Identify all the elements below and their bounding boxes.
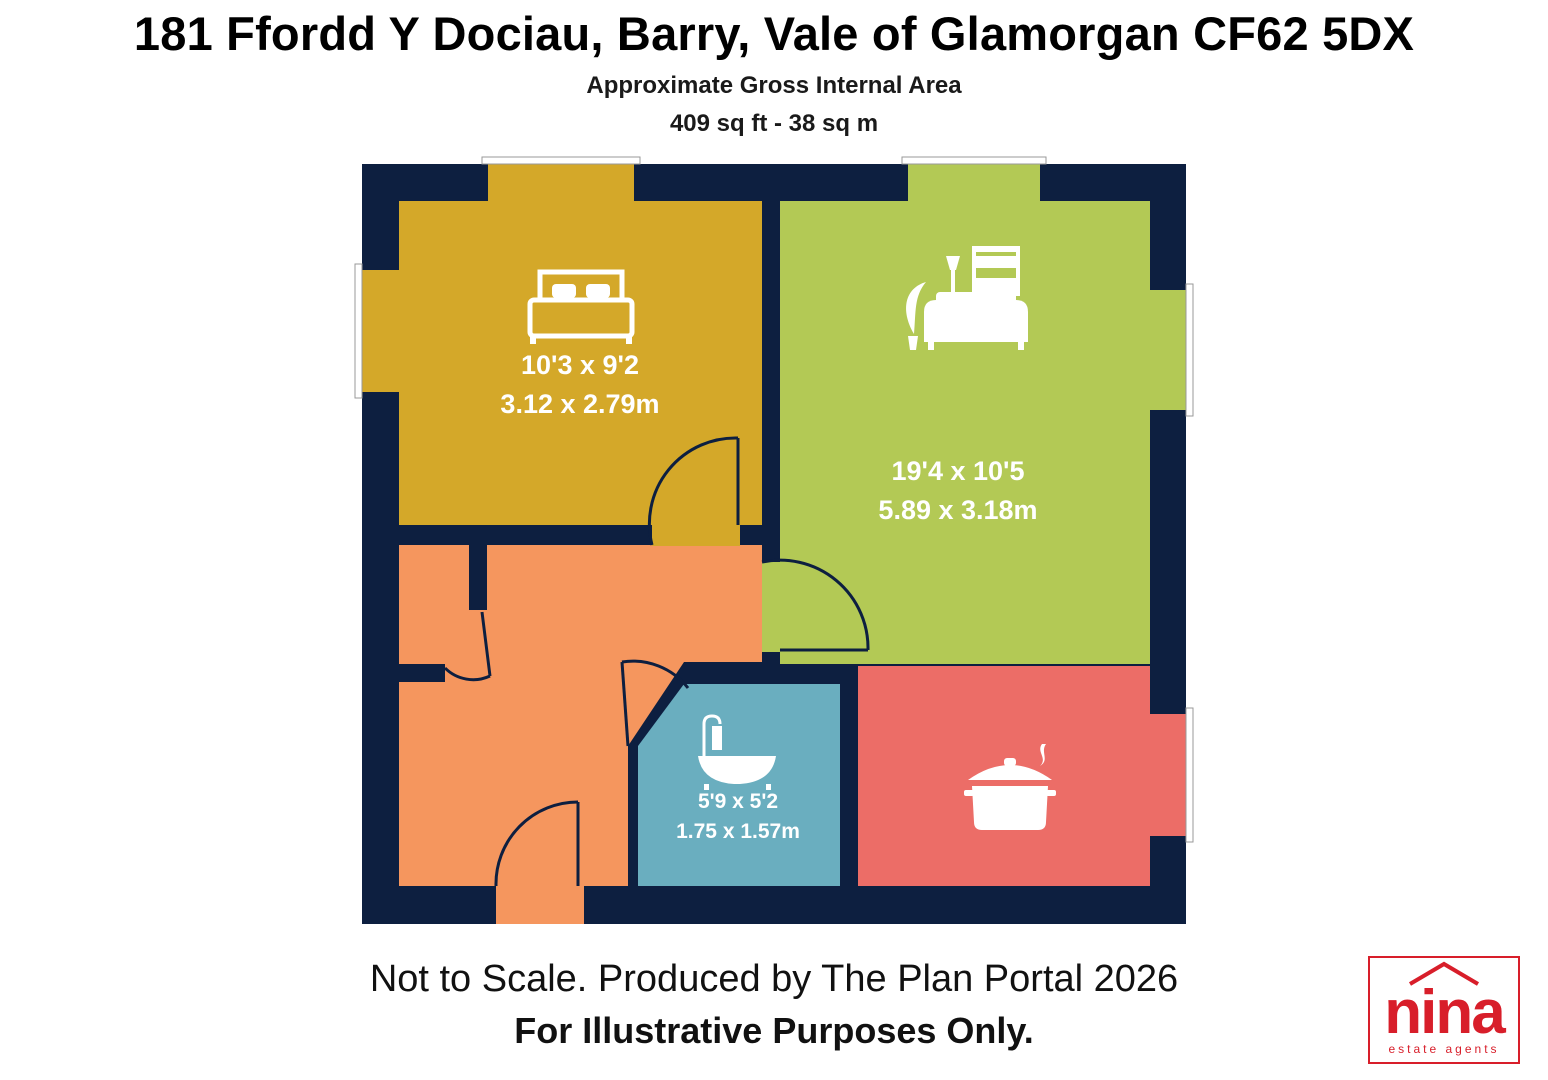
window-top-left-sill [481, 156, 641, 165]
living-dim-metric: 5.89 x 3.18m [878, 495, 1037, 525]
bedroom-floor [399, 201, 762, 525]
footer-disclaimer: Not to Scale. Produced by The Plan Porta… [369, 958, 1179, 1000]
estate-agent-logo: nina estate agents [1368, 956, 1520, 1064]
sofa-lamp-plant-icon [906, 246, 1028, 350]
bedroom-dim-imperial: 10'3 x 9'2 [521, 350, 639, 380]
window-left [362, 270, 399, 392]
bathroom-dim-metric: 1.75 x 1.57m [676, 820, 800, 843]
footer-illustrative: For Illustrative Purposes Only. [514, 1010, 1034, 1051]
window-right-kitchen-sill [1185, 707, 1194, 843]
cooking-pot-icon [964, 744, 1056, 830]
living-doorway [762, 562, 782, 652]
window-right-kitchen [1150, 714, 1186, 836]
area-value: 409 sq ft - 38 sq m [669, 110, 879, 137]
window-top-left [488, 164, 634, 201]
logo-word: nina [1384, 978, 1505, 1047]
bed-icon [527, 269, 635, 344]
cupboard-wall [469, 545, 487, 610]
bedroom-dim-metric: 3.12 x 2.79m [500, 389, 659, 419]
logo-roof-icon [1408, 961, 1480, 986]
bathtub-icon [698, 714, 776, 790]
entrance-door-swing [494, 800, 580, 887]
bedroom-doorway [652, 520, 740, 546]
bathroom-dim-imperial: 5'9 x 5'2 [698, 790, 778, 813]
window-top-right-sill [901, 156, 1047, 165]
living-door-swing [761, 558, 870, 652]
bathroom-door-swing [620, 659, 690, 747]
bathroom-floor [638, 684, 840, 886]
window-right-living [1150, 290, 1186, 410]
window-right-living-sill [1185, 283, 1194, 417]
living-room-floor [780, 201, 1150, 664]
property-address-title: 181 Ffordd Y Dociau, Barry, Vale of Glam… [133, 7, 1415, 60]
area-label: Approximate Gross Internal Area [586, 72, 962, 99]
bedroom-door-swing [647, 436, 740, 546]
entrance-threshold [496, 886, 584, 924]
hallway-floor [399, 545, 762, 886]
window-top-right [908, 164, 1040, 201]
logo-tagline: estate agents [1388, 1042, 1500, 1056]
window-left-sill [354, 263, 363, 399]
living-dim-imperial: 19'4 x 10'5 [892, 456, 1025, 486]
cupboard-floor [399, 545, 469, 664]
cupboard-door-swing [443, 611, 492, 682]
